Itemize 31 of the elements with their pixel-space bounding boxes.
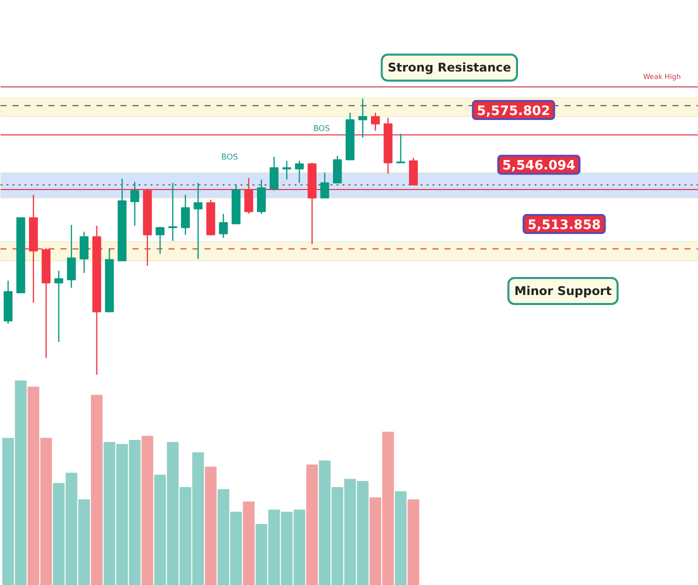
candlestick	[332, 155, 342, 184]
bar	[242, 501, 255, 585]
annotation: 5,513.858	[528, 218, 601, 234]
band-label: Minor Support	[514, 284, 612, 298]
candlestick	[67, 224, 76, 288]
band-label: Strong Resistance	[388, 60, 511, 75]
bar	[142, 436, 154, 585]
candlestick	[320, 172, 330, 198]
candlestick	[80, 231, 89, 274]
bar	[306, 464, 318, 585]
bar	[204, 466, 217, 585]
candlestick	[282, 160, 292, 180]
candlestick	[256, 179, 266, 214]
bar	[394, 491, 407, 585]
candlestick	[130, 181, 140, 226]
candlestick	[194, 182, 203, 260]
bar	[408, 499, 420, 585]
candlestick	[370, 112, 380, 132]
annotation: BOS	[313, 124, 330, 133]
annotation: 5,575.802	[476, 104, 550, 120]
candlestick	[156, 226, 165, 254]
candlestick	[294, 160, 304, 184]
annotation: BOS	[221, 152, 238, 162]
candlestick	[396, 133, 406, 164]
candlestick	[54, 270, 64, 342]
annotation: 5,546.094	[502, 158, 576, 174]
candlestick	[270, 156, 279, 192]
candlestick	[358, 98, 368, 138]
candlestick	[180, 194, 190, 236]
bar	[90, 394, 103, 585]
candlestick	[218, 213, 228, 238]
